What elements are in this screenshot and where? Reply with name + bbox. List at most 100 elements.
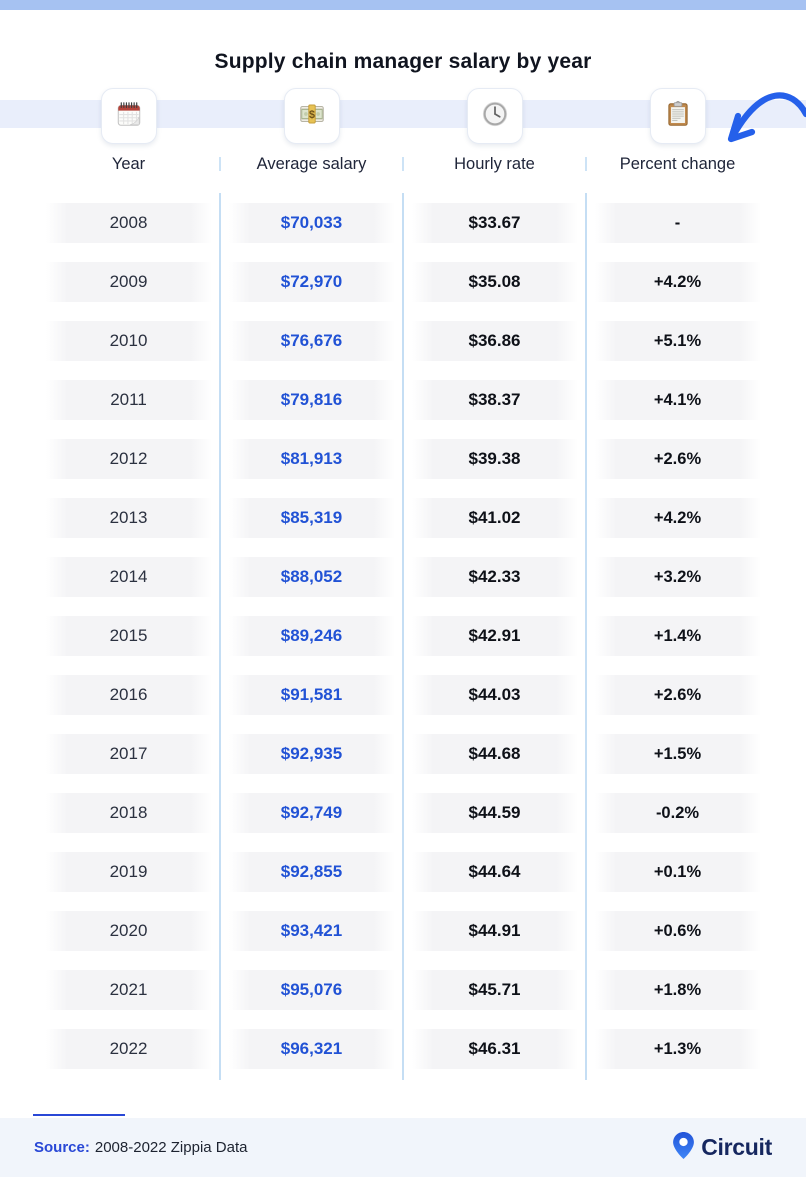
curved-arrow-icon <box>700 78 806 170</box>
clipboard-icon <box>663 99 693 134</box>
year-value: 2022 <box>45 1029 212 1069</box>
map-pin-icon <box>673 1131 695 1164</box>
table-row: 2021 $95,076 $45.71 +1.8% <box>37 970 769 1010</box>
table-row: 2010 $76,676 $36.86 +5.1% <box>37 321 769 361</box>
percent-change-value: +2.6% <box>594 439 761 479</box>
year-value: 2021 <box>45 970 212 1010</box>
hourly-rate-value: $44.91 <box>411 911 578 951</box>
percent-change-value: +4.1% <box>594 380 761 420</box>
year-value: 2011 <box>45 380 212 420</box>
hourly-rate-value: $42.33 <box>411 557 578 597</box>
footer-accent-line <box>33 1114 125 1116</box>
average-salary-value: $92,855 <box>228 852 395 892</box>
percent-change-value: +1.8% <box>594 970 761 1010</box>
year-value: 2019 <box>45 852 212 892</box>
footer: Source: 2008-2022 Zippia Data Circuit <box>0 1118 806 1177</box>
average-salary-value: $92,935 <box>228 734 395 774</box>
page-title: Supply chain manager salary by year <box>214 50 592 73</box>
percent-change-value: +4.2% <box>594 262 761 302</box>
average-salary-value: $70,033 <box>228 203 395 243</box>
column-header-hourly-rate: Hourly rate <box>402 151 586 177</box>
icon-row: $ <box>37 88 769 144</box>
column-divider <box>219 193 221 1080</box>
hourly-rate-value: $44.64 <box>411 852 578 892</box>
table-rows: 2008 $70,033 $33.67 - 2009 $72,970 $35.0… <box>37 203 769 1069</box>
year-icon-card <box>100 88 157 144</box>
percent-change-value: +1.3% <box>594 1029 761 1069</box>
circuit-logo[interactable]: Circuit <box>673 1131 772 1164</box>
year-value: 2017 <box>45 734 212 774</box>
hourly-rate-value: $44.59 <box>411 793 578 833</box>
column-divider <box>585 193 587 1080</box>
average-salary-value: $96,321 <box>228 1029 395 1069</box>
average-salary-value: $89,246 <box>228 616 395 656</box>
average-salary-value: $93,421 <box>228 911 395 951</box>
percent-change-value: +0.6% <box>594 911 761 951</box>
table-row: 2020 $93,421 $44.91 +0.6% <box>37 911 769 951</box>
year-value: 2013 <box>45 498 212 538</box>
average-salary-value: $91,581 <box>228 675 395 715</box>
table-row: 2022 $96,321 $46.31 +1.3% <box>37 1029 769 1069</box>
average-salary-value: $72,970 <box>228 262 395 302</box>
percent-change-value: +5.1% <box>594 321 761 361</box>
table-row: 2009 $72,970 $35.08 +4.2% <box>37 262 769 302</box>
percent-change-value: +0.1% <box>594 852 761 892</box>
hourly-rate-value: $35.08 <box>411 262 578 302</box>
hourly-rate-value: $45.71 <box>411 970 578 1010</box>
year-value: 2014 <box>45 557 212 597</box>
table-row: 2019 $92,855 $44.64 +0.1% <box>37 852 769 892</box>
year-value: 2010 <box>45 321 212 361</box>
table-row: 2015 $89,246 $42.91 +1.4% <box>37 616 769 656</box>
average-salary-value: $76,676 <box>228 321 395 361</box>
table-row: 2017 $92,935 $44.68 +1.5% <box>37 734 769 774</box>
column-header-year: Year <box>111 154 146 173</box>
hourly-rate-value: $39.38 <box>411 439 578 479</box>
year-value: 2008 <box>45 203 212 243</box>
average-salary-value: $88,052 <box>228 557 395 597</box>
svg-text:$: $ <box>309 108 315 120</box>
column-header-average-salary: Average salary <box>219 151 403 177</box>
percent-change-value: +1.5% <box>594 734 761 774</box>
percent-icon-card <box>649 88 706 144</box>
table-row: 2011 $79,816 $38.37 +4.1% <box>37 380 769 420</box>
year-value: 2018 <box>45 793 212 833</box>
hourly-rate-value: $33.67 <box>411 203 578 243</box>
average-salary-value: $79,816 <box>228 380 395 420</box>
salary-icon-card: $ <box>283 88 340 144</box>
salary-table: 2008 $70,033 $33.67 - 2009 $72,970 $35.0… <box>37 193 769 1080</box>
year-value: 2012 <box>45 439 212 479</box>
table-row: 2016 $91,581 $44.03 +2.6% <box>37 675 769 715</box>
table-row: 2012 $81,913 $39.38 +2.6% <box>37 439 769 479</box>
average-salary-value: $85,319 <box>228 498 395 538</box>
column-divider <box>402 193 404 1080</box>
year-value: 2009 <box>45 262 212 302</box>
top-accent-bar <box>0 0 806 10</box>
hourly-rate-value: $41.02 <box>411 498 578 538</box>
hourly-rate-value: $46.31 <box>411 1029 578 1069</box>
table-row: 2018 $92,749 $44.59 -0.2% <box>37 793 769 833</box>
table-row: 2013 $85,319 $41.02 +4.2% <box>37 498 769 538</box>
percent-change-value: +4.2% <box>594 498 761 538</box>
calendar-icon <box>114 99 144 134</box>
average-salary-value: $81,913 <box>228 439 395 479</box>
hourly-rate-value: $42.91 <box>411 616 578 656</box>
percent-change-value: -0.2% <box>594 793 761 833</box>
table-row: 2014 $88,052 $42.33 +3.2% <box>37 557 769 597</box>
brand-name: Circuit <box>701 1134 772 1160</box>
hourly-rate-value: $44.68 <box>411 734 578 774</box>
source-text: 2008-2022 Zippia Data <box>94 1139 248 1156</box>
percent-change-value: - <box>594 203 761 243</box>
percent-change-value: +1.4% <box>594 616 761 656</box>
source-label: Source: <box>34 1139 90 1156</box>
table-row: 2008 $70,033 $33.67 - <box>37 203 769 243</box>
average-salary-value: $95,076 <box>228 970 395 1010</box>
year-value: 2015 <box>45 616 212 656</box>
clock-icon <box>480 99 510 134</box>
source-note: Source: 2008-2022 Zippia Data <box>34 1139 247 1156</box>
money-icon: $ <box>297 99 327 134</box>
hourly-icon-card <box>466 88 523 144</box>
column-header-percent-change: Percent change <box>585 151 769 177</box>
hourly-rate-value: $36.86 <box>411 321 578 361</box>
hourly-rate-value: $44.03 <box>411 675 578 715</box>
